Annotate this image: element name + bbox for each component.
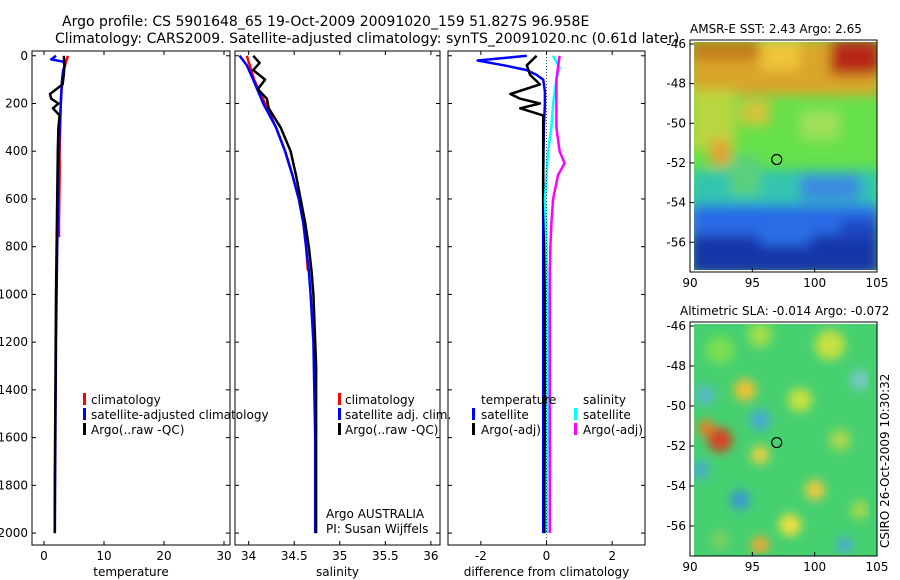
y-tick-label: 1800 <box>0 478 28 492</box>
legend-label-sal-argo: Argo(-adj) <box>583 423 643 437</box>
y-tick-label: 1200 <box>0 335 28 349</box>
legend-title-temperature: temperature <box>481 393 556 407</box>
map-x-tick-label: 90 <box>682 560 697 574</box>
y-tick-label: 1600 <box>0 431 28 445</box>
sla-map-axes: 90 95 100 105 -46 -48 -50 -52 -54 -56 <box>666 319 888 574</box>
legend-label-temp-satellite: satellite <box>481 408 529 422</box>
x-tick-label: 36 <box>423 549 438 563</box>
legend-swatch-temp-satellite <box>472 408 475 420</box>
map-y-tick-label: -48 <box>666 359 686 373</box>
legend-label-climatology: climatology <box>345 393 415 407</box>
map-x-tick-label: 100 <box>803 560 826 574</box>
difference-panel: -2 0 2 difference from climatology <box>447 50 646 579</box>
x-axis-label: temperature <box>93 565 168 579</box>
legend-swatch-temp-argo <box>472 423 475 435</box>
axes-box <box>31 50 231 546</box>
map-x-tick-label: 95 <box>745 276 760 290</box>
salinity-panel: 34 34.5 35 35.5 36 salinity <box>234 50 441 579</box>
series-line-satellite-adj-clim- <box>238 55 317 534</box>
legend-label-temp-argo: Argo(-adj) <box>481 423 541 437</box>
legend-label-satellite: satellite adj. clim. <box>345 408 451 422</box>
temperature-legend: climatology satellite-adjusted climatolo… <box>83 393 269 437</box>
csiro-timestamp: CSIRO 26-Oct-2009 10:30:32 <box>878 374 892 548</box>
legend-swatch-climatology <box>83 393 86 405</box>
x-tick-label: 34 <box>241 549 256 563</box>
axes-box <box>234 50 441 546</box>
y-tick-label: 1000 <box>0 287 28 301</box>
x-tick-label: 2 <box>608 549 616 563</box>
map-y-tick-label: -46 <box>666 319 686 333</box>
y-tick-label: 200 <box>5 97 28 111</box>
argo-float-marker <box>771 436 783 449</box>
sst-map-image <box>694 42 877 270</box>
map-y-tick-label: -50 <box>666 116 686 130</box>
map-y-tick-label: -48 <box>666 77 686 91</box>
legend-label-climatology: climatology <box>91 393 161 407</box>
x-tick-label: 34.5 <box>281 549 308 563</box>
map-axes-box <box>689 321 878 557</box>
legend-title-salinity: salinity <box>583 393 626 407</box>
difference-legend: temperature salinity satellite Argo(-adj… <box>472 393 643 437</box>
x-tick-label: 20 <box>156 549 171 563</box>
map-y-tick-label: -54 <box>666 479 686 493</box>
x-axis-label: salinity <box>316 565 359 579</box>
legend-swatch-argo <box>83 423 86 435</box>
map-y-tick-label: -52 <box>666 156 686 170</box>
pi-note: PI: Susan Wijffels <box>326 522 428 536</box>
y-tick-label: 400 <box>5 144 28 158</box>
x-tick-label: 10 <box>96 549 111 563</box>
legend-swatch-sal-satellite <box>574 408 577 420</box>
map-x-tick-label: 90 <box>682 276 697 290</box>
legend-label-satellite: satellite-adjusted climatology <box>91 408 269 422</box>
legend-swatch-argo <box>338 423 341 435</box>
argo-float-marker <box>771 153 783 166</box>
map-y-tick-label: -50 <box>666 399 686 413</box>
header-line-2: Climatology: CARS2009. Satellite-adjuste… <box>55 31 679 47</box>
sst-map-axes: 90 95 100 105 -46 -48 -50 -52 -54 -56 <box>666 37 888 290</box>
x-tick-label: 30 <box>216 549 231 563</box>
y-tick-label: 800 <box>5 240 28 254</box>
y-tick-label: 1400 <box>0 383 28 397</box>
temperature-panel: 0 10 20 30 0 200 400 600 800 1000 1200 1400 1600 1800… <box>0 49 232 579</box>
salinity-legend: climatology satellite adj. clim. Argo(..… <box>338 393 451 437</box>
legend-label-sal-satellite: satellite <box>583 408 631 422</box>
map-y-tick-label: -56 <box>666 235 686 249</box>
map-y-tick-label: -54 <box>666 196 686 210</box>
series-line-salinity-argo-adj- <box>548 55 566 534</box>
map-axes-box <box>689 39 878 273</box>
x-tick-label: -2 <box>475 549 487 563</box>
legend-swatch-satellite <box>83 408 86 420</box>
x-axis-label: difference from climatology <box>464 565 630 579</box>
legend-swatch-climatology <box>338 393 341 405</box>
sla-map-title: Altimetric SLA: -0.014 Argo: -0.072 <box>680 304 889 318</box>
map-y-tick-label: -52 <box>666 439 686 453</box>
map-x-tick-label: 95 <box>745 560 760 574</box>
map-x-tick-label: 105 <box>866 276 889 290</box>
map-y-tick-label: -46 <box>666 37 686 51</box>
series-line-argo-raw-qc- <box>251 54 318 534</box>
x-tick-label: 35 <box>332 549 347 563</box>
y-tick-label: 0 <box>20 49 28 63</box>
map-y-tick-label: -56 <box>666 519 686 533</box>
series-line-argo-raw-qc- <box>48 55 66 534</box>
legend-swatch-sal-argo <box>574 423 577 435</box>
legend-swatch-satellite <box>338 408 341 420</box>
map-x-tick-label: 100 <box>803 276 826 290</box>
series-line-temperature-satellite <box>476 54 547 534</box>
series-line-temperature-argo-adj- <box>509 54 547 534</box>
argo-country-note: Argo AUSTRALIA <box>326 507 425 521</box>
sla-map-image <box>694 324 877 556</box>
map-x-tick-label: 105 <box>866 560 889 574</box>
legend-label-argo: Argo(..raw -QC) <box>91 423 184 437</box>
y-tick-label: 600 <box>5 192 28 206</box>
x-tick-label: 0 <box>543 549 551 563</box>
header-line-1: Argo profile: CS 5901648_65 19-Oct-2009 … <box>62 14 589 30</box>
sst-map-title: AMSR-E SST: 2.43 Argo: 2.65 <box>690 22 862 36</box>
x-tick-label: 35.5 <box>372 549 399 563</box>
x-tick-label: 0 <box>40 549 48 563</box>
y-tick-label: 2000 <box>0 526 28 540</box>
legend-label-argo: Argo(..raw -QC) <box>345 423 438 437</box>
